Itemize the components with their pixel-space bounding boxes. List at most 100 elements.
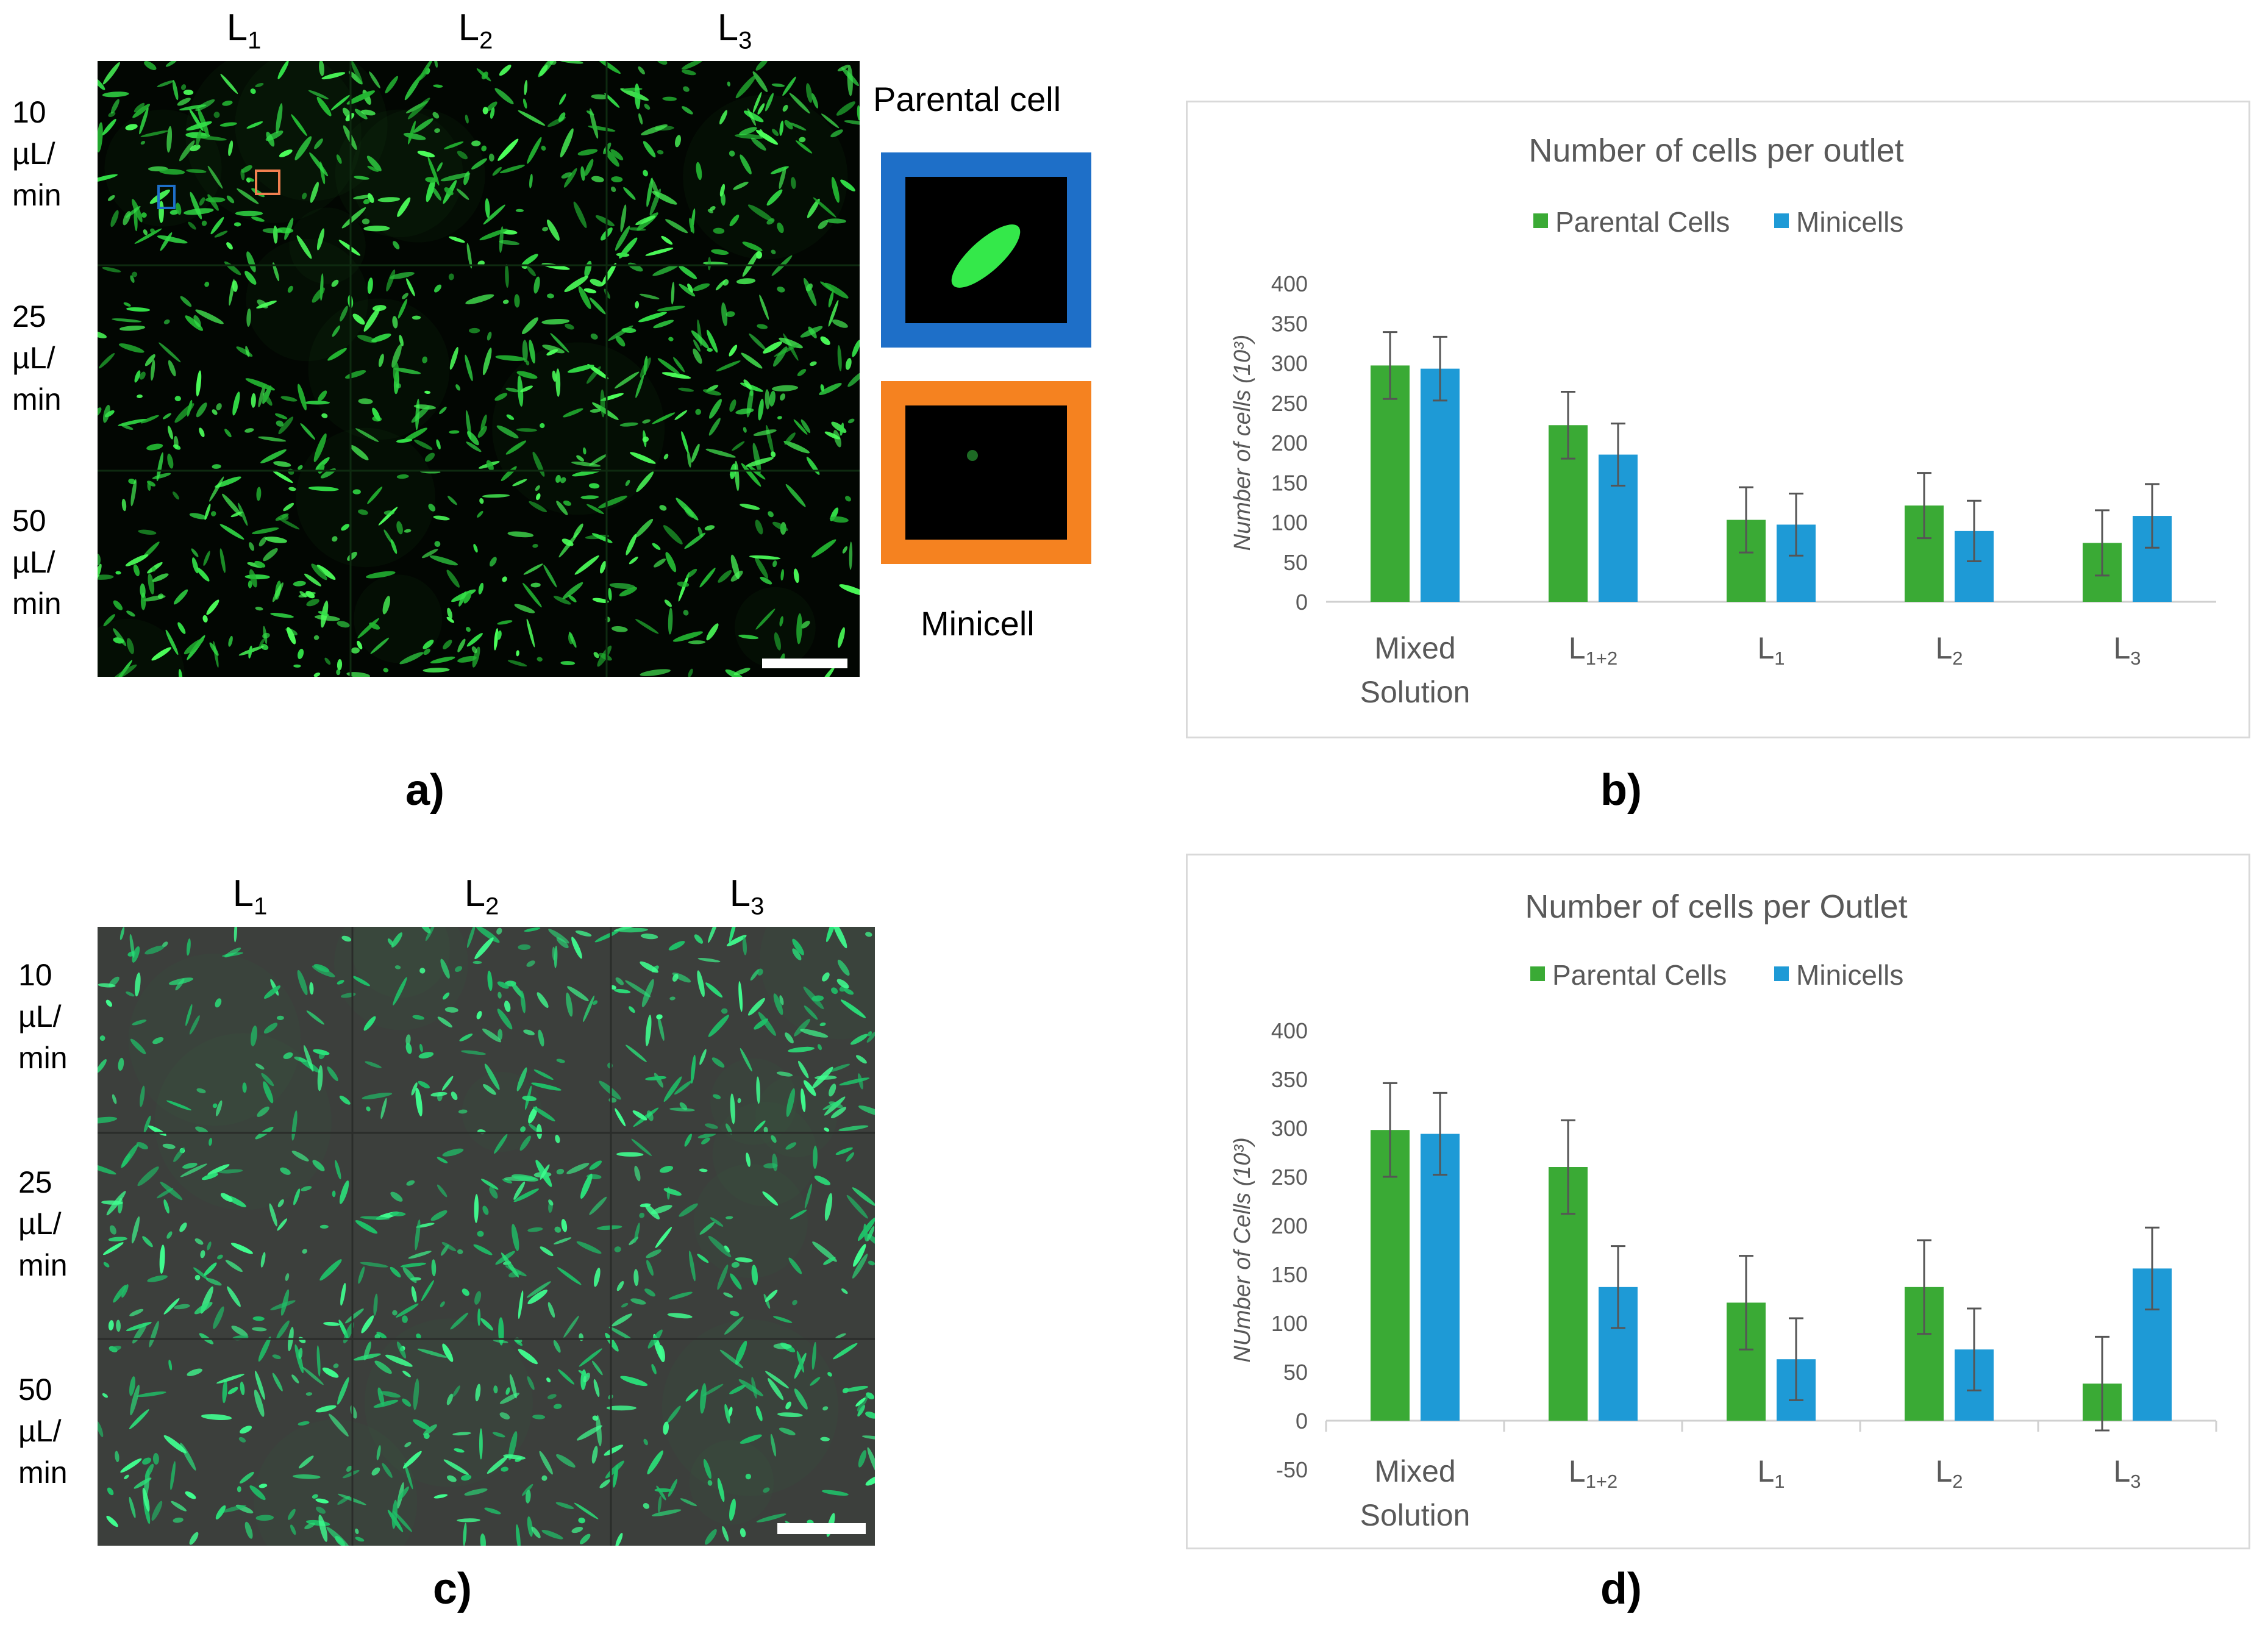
cell-blob <box>244 1521 253 1539</box>
cell-blob <box>290 1524 296 1535</box>
cell-blob <box>469 327 480 334</box>
cell-blob <box>222 1505 246 1513</box>
cell-blob <box>842 546 847 554</box>
cell-blob <box>626 1044 647 1062</box>
cell-blob <box>596 61 621 74</box>
cell-blob <box>591 176 604 182</box>
cell-blob <box>604 1444 624 1456</box>
cell-blob <box>456 188 469 200</box>
cell-blob <box>785 1401 791 1410</box>
cell-blob <box>682 70 696 76</box>
cell-blob <box>722 279 729 286</box>
cell-blob <box>199 427 205 437</box>
cell-blob <box>571 462 601 467</box>
cell-blob <box>721 302 728 326</box>
cell-blob <box>133 564 140 577</box>
cell-blob <box>533 276 540 294</box>
cell-blob <box>172 80 179 101</box>
cell-blob <box>255 82 264 88</box>
cell-blob <box>332 536 338 542</box>
cell-blob <box>615 977 624 985</box>
cell-blob <box>452 1432 471 1436</box>
cell-blob <box>591 1446 598 1464</box>
cell-blob <box>459 1034 473 1041</box>
background-glow <box>689 1440 774 1525</box>
cell-blob <box>413 1419 432 1430</box>
cell-blob <box>391 1499 398 1529</box>
cell-blob <box>743 427 747 433</box>
cell-blob <box>704 1123 718 1129</box>
cell-blob <box>288 1508 296 1520</box>
cell-blob <box>733 668 751 676</box>
cell-blob <box>196 370 202 397</box>
cell-blob <box>474 1291 482 1305</box>
cell-blob <box>151 647 172 661</box>
cell-blob <box>430 1210 448 1221</box>
cell-blob <box>688 668 693 677</box>
cell-blob <box>592 402 619 420</box>
cell-blob <box>265 537 287 543</box>
cell-blob <box>367 165 379 172</box>
cell-blob <box>398 299 408 319</box>
cell-blob <box>419 968 426 974</box>
cell-blob <box>298 384 307 411</box>
y-tick-label: 300 <box>1271 351 1308 376</box>
cell-blob <box>124 1474 129 1479</box>
cell-blob <box>746 387 754 418</box>
cell-blob <box>162 1143 176 1149</box>
cell-blob <box>313 635 319 640</box>
cell-blob <box>828 299 839 327</box>
cell-blob <box>98 1116 118 1124</box>
cell-blob <box>561 172 572 179</box>
cell-blob <box>677 581 690 587</box>
cell-blob <box>98 1163 116 1175</box>
cell-blob <box>827 1372 832 1377</box>
cell-blob <box>191 557 199 574</box>
cell-blob <box>464 1488 488 1496</box>
background-glow <box>683 95 848 260</box>
cell-blob <box>548 929 569 944</box>
cell-blob <box>820 1437 830 1441</box>
cell-blob <box>615 335 626 347</box>
cell-blob <box>321 413 328 418</box>
cell-blob <box>454 966 463 973</box>
cell-blob <box>601 263 617 286</box>
cell-blob <box>137 1391 166 1398</box>
cell-blob <box>672 631 704 642</box>
cell-blob <box>458 1109 468 1114</box>
cell-blob <box>157 235 188 244</box>
cell-blob <box>277 518 300 530</box>
chart-title: Number of cells per outlet <box>1528 132 1903 169</box>
cell-blob <box>797 1060 809 1079</box>
cell-blob <box>244 271 257 285</box>
cell-blob <box>382 1463 393 1478</box>
cell-blob <box>226 242 233 250</box>
cell-blob <box>222 100 233 106</box>
cell-blob <box>801 419 811 434</box>
cell-blob <box>529 339 536 364</box>
cell-blob <box>604 148 619 167</box>
cell-blob <box>699 568 716 588</box>
cell-blob <box>108 1320 114 1331</box>
cell-blob <box>126 991 135 997</box>
cell-blob <box>242 1082 247 1093</box>
cell-blob <box>305 591 315 599</box>
cell-blob <box>308 486 339 491</box>
cell-blob <box>102 266 121 273</box>
cell-blob <box>107 1487 114 1496</box>
cell-blob <box>496 630 502 640</box>
cell-blob <box>683 86 690 92</box>
cell-blob <box>204 504 211 520</box>
cell-blob <box>857 1217 875 1241</box>
cell-blob <box>811 539 836 558</box>
background-glow <box>710 1058 797 1145</box>
cell-blob <box>531 1526 541 1538</box>
cell-blob <box>662 96 677 101</box>
cell-blob <box>782 76 796 96</box>
cell-blob <box>437 1184 448 1198</box>
cell-blob <box>487 332 492 341</box>
cell-blob <box>248 580 252 588</box>
cell-blob <box>427 157 440 186</box>
cell-blob <box>291 1151 309 1162</box>
cell-blob <box>466 243 472 269</box>
